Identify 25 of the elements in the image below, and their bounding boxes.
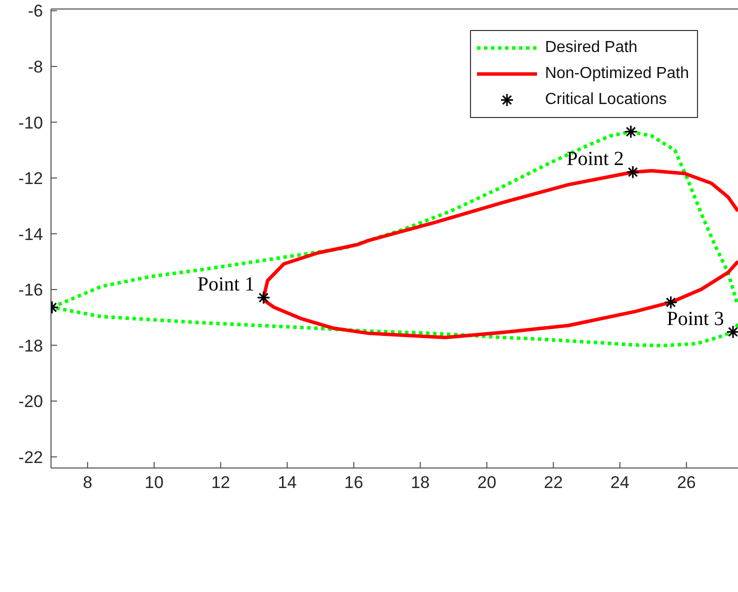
y-tick-label: -12: [18, 169, 43, 188]
legend-label: Non-Optimized Path: [544, 65, 689, 83]
x-tick-label: 22: [544, 473, 563, 492]
x-tick-label: 18: [410, 473, 430, 492]
y-tick-label: -16: [18, 280, 43, 300]
legend-label: Desired Path: [544, 39, 638, 57]
x-tick-label: 12: [211, 473, 230, 492]
x-tick-label: 14: [278, 473, 297, 492]
y-tick-label: -22: [18, 448, 43, 467]
x-tick-label: 10: [144, 473, 164, 492]
x-tick-label: 20: [477, 473, 496, 492]
x-tick-label: 24: [610, 473, 630, 492]
x-tick-label: 26: [676, 473, 696, 492]
legend-label: Critical Locations: [544, 91, 667, 109]
y-tick-label: -14: [18, 224, 43, 244]
y-tick-label: -6: [28, 2, 43, 21]
annotation: Point 3: [666, 308, 724, 330]
annotation: Point 2: [566, 148, 624, 170]
annotation: Point 1: [197, 274, 255, 296]
x-tick-label: 8: [82, 473, 92, 492]
y-tick-label: -20: [18, 392, 43, 412]
y-tick-label: -8: [28, 57, 43, 76]
y-tick-label: -18: [18, 336, 43, 356]
x-tick-label: 16: [344, 473, 364, 492]
y-tick-label: -10: [18, 113, 43, 132]
